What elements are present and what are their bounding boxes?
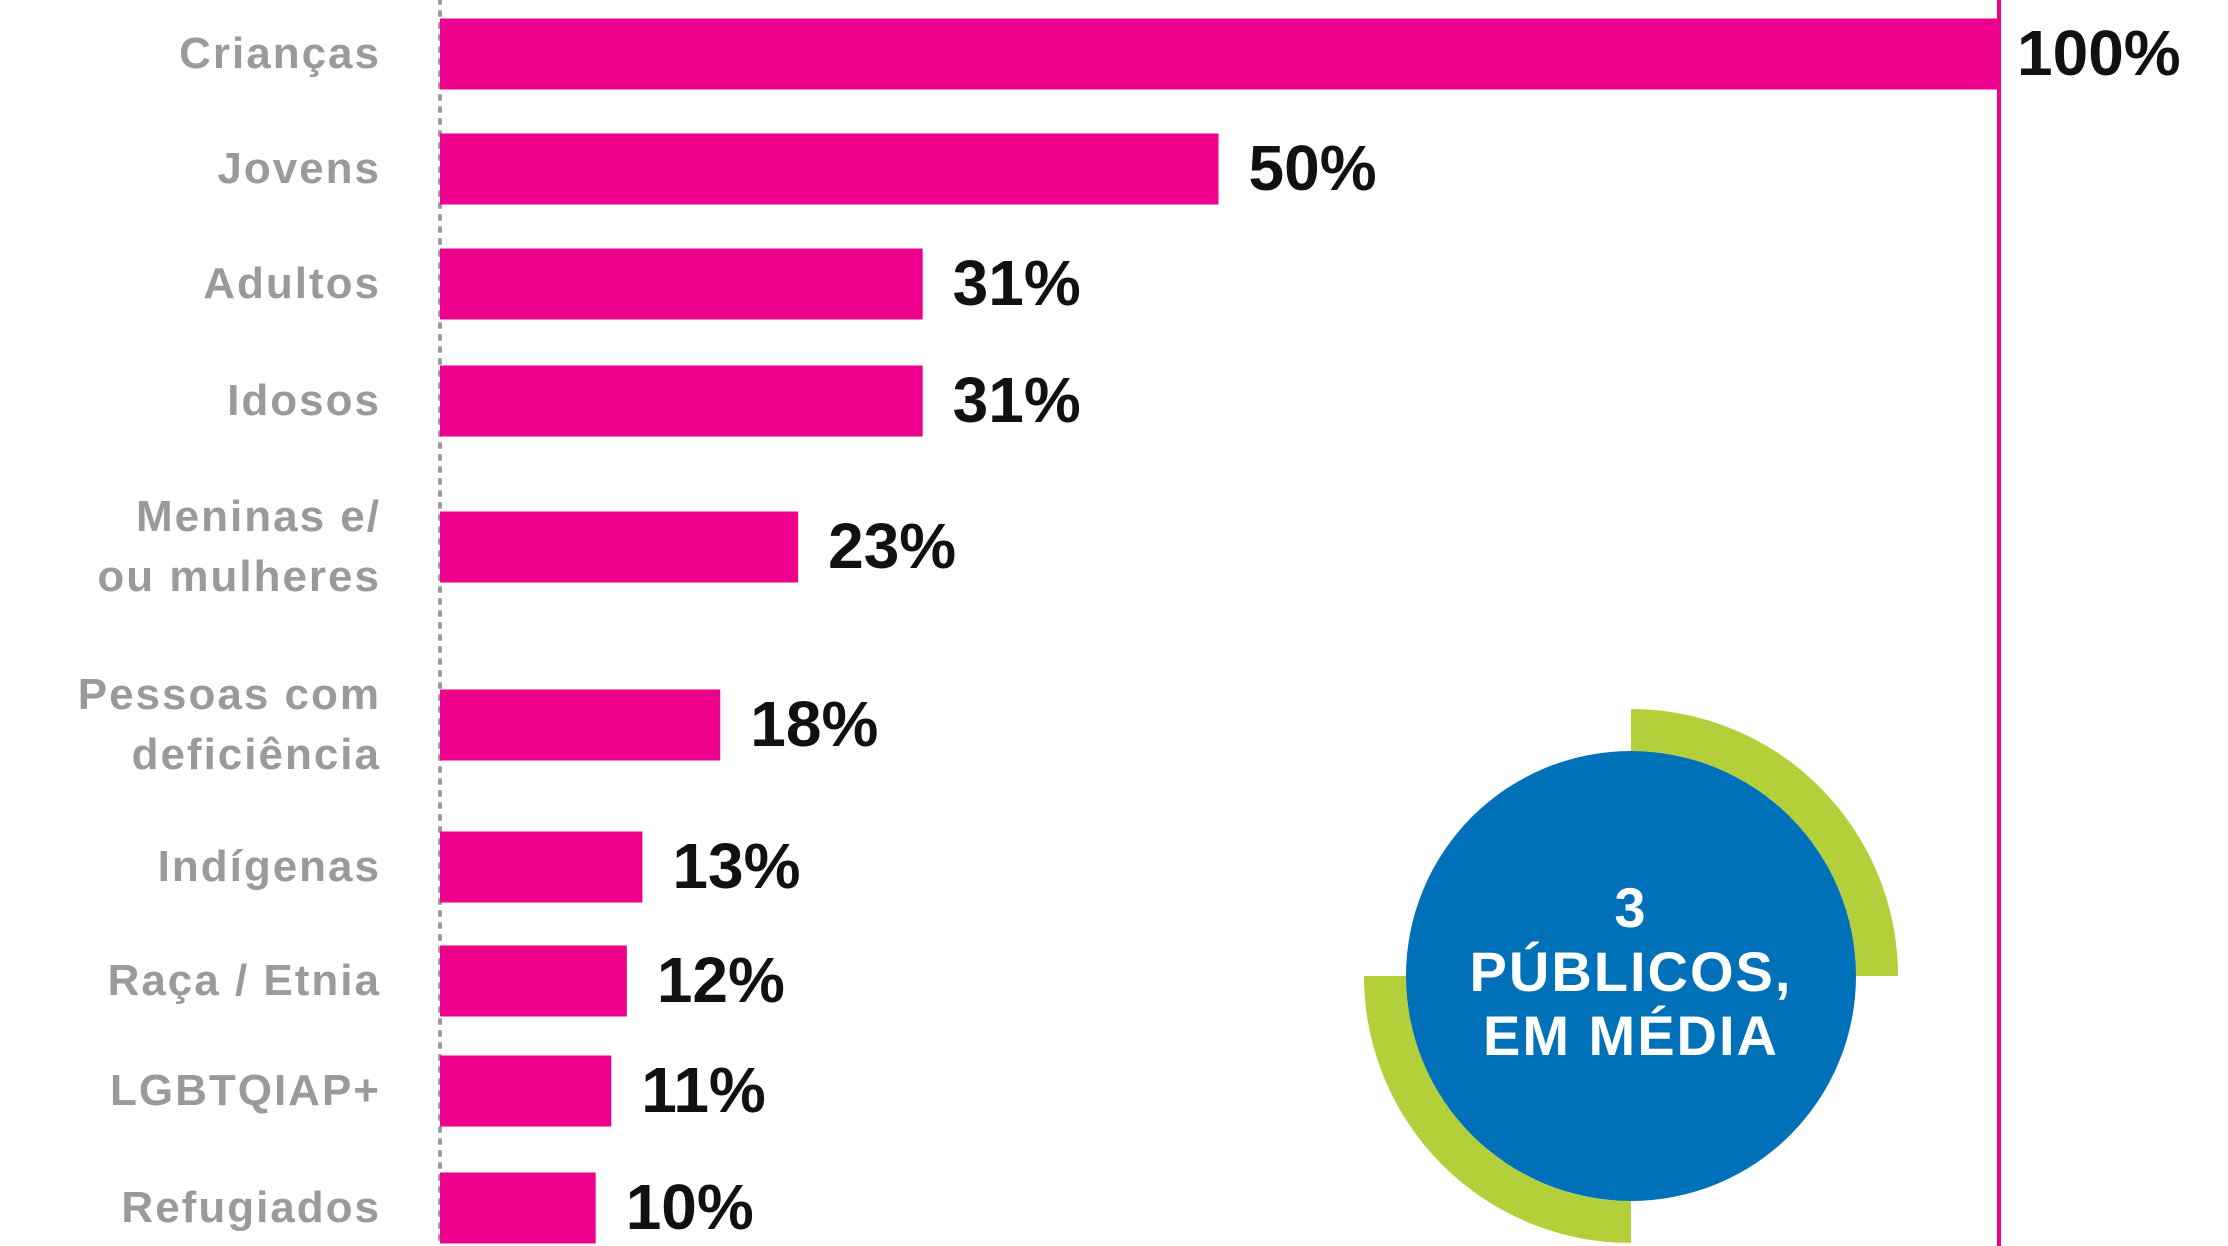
bar xyxy=(440,689,721,761)
annotation-circle xyxy=(1406,751,1856,1201)
bar xyxy=(440,365,923,437)
bar xyxy=(440,511,799,583)
category-label: LGBTQIAP+ xyxy=(109,1066,381,1115)
category-label: Pessoas com deficiência xyxy=(77,670,381,779)
category-label: Indígenas xyxy=(157,842,381,891)
category-label: Jovens xyxy=(217,144,381,193)
value-label: 31% xyxy=(953,247,1081,319)
value-label: 50% xyxy=(1249,132,1377,204)
bar xyxy=(440,18,1997,90)
value-label: 10% xyxy=(626,1171,754,1243)
bar xyxy=(440,945,627,1017)
value-label: 31% xyxy=(953,364,1081,436)
bar xyxy=(440,1055,612,1127)
category-label: Crianças xyxy=(179,29,381,78)
bar xyxy=(440,831,643,903)
category-label: Adultos xyxy=(203,259,381,308)
bar xyxy=(440,248,923,320)
annotation: 3 xyxy=(1614,876,1647,939)
annotation: EM MÉDIA xyxy=(1483,1004,1779,1067)
value-label: 12% xyxy=(657,944,785,1016)
bar xyxy=(440,1172,596,1244)
ring-arc xyxy=(1630,709,1898,977)
category-label: Idosos xyxy=(227,376,381,425)
annotation: PÚBLICOS, xyxy=(1470,940,1793,1003)
ring-arc xyxy=(1364,975,1632,1243)
value-label: 23% xyxy=(828,510,956,582)
value-label: 13% xyxy=(672,830,800,902)
category-label: Refugiados xyxy=(121,1183,381,1232)
value-label: 11% xyxy=(641,1054,766,1126)
value-label: 18% xyxy=(750,688,878,760)
value-label: 100% xyxy=(2017,17,2181,89)
bar xyxy=(440,133,1219,205)
category-label: Meninas e/ ou mulheres xyxy=(97,492,381,601)
category-label: Raça / Etnia xyxy=(107,956,381,1005)
